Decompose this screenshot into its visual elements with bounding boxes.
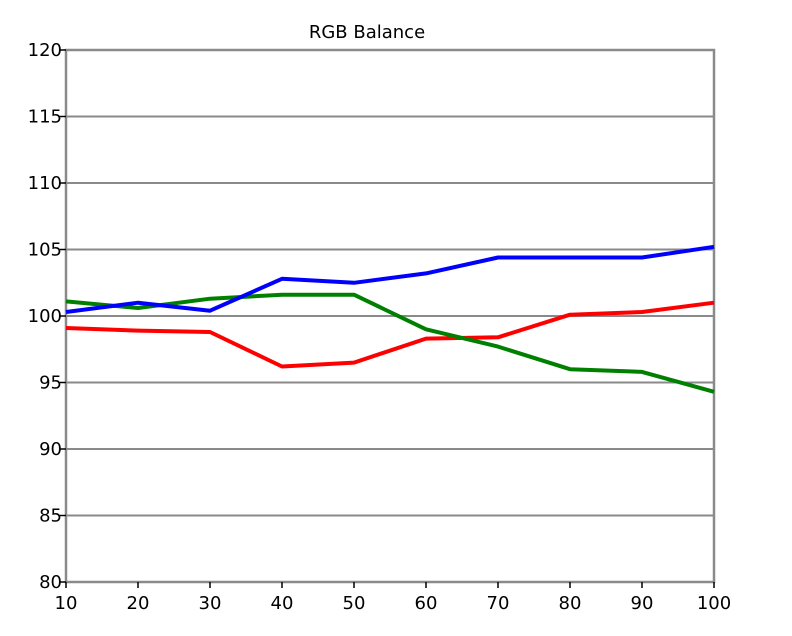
red-series-line <box>65 300 715 369</box>
blue-series-line <box>65 244 715 314</box>
y-tick-label: 100 <box>28 306 62 327</box>
y-tick-label: 120 <box>28 40 62 61</box>
y-tick-label: 105 <box>28 240 62 261</box>
x-tick-label: 40 <box>271 593 294 614</box>
series-group <box>65 244 715 394</box>
y-axis: 80 85 90 95 100 105 110 115 120 <box>28 40 66 593</box>
x-tick-label: 50 <box>343 593 366 614</box>
gridlines <box>66 115 714 517</box>
x-tick-label: 60 <box>415 593 438 614</box>
x-tick-label: 90 <box>631 593 654 614</box>
x-tick-label: 80 <box>559 593 582 614</box>
y-tick-label: 95 <box>39 373 62 394</box>
y-tick-label: 115 <box>28 107 62 128</box>
green-series-line <box>65 292 715 394</box>
x-tick-label: 100 <box>697 593 731 614</box>
chart-title: RGB Balance <box>309 22 425 43</box>
x-tick-label: 20 <box>127 593 150 614</box>
x-axis: 10 20 30 40 50 60 70 80 90 100 <box>55 582 731 614</box>
x-tick-label: 10 <box>55 593 78 614</box>
y-tick-label: 85 <box>39 506 62 527</box>
y-tick-label: 110 <box>28 173 62 194</box>
y-tick-label: 90 <box>39 439 62 460</box>
x-tick-label: 70 <box>487 593 510 614</box>
x-tick-label: 30 <box>199 593 222 614</box>
y-tick-label: 80 <box>39 572 62 593</box>
